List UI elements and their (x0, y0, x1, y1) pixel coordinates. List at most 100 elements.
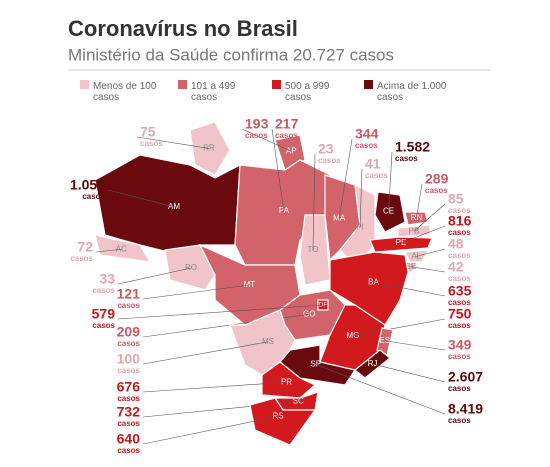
leader-line (338, 138, 353, 219)
legend-swatch (364, 80, 373, 89)
state-shape (229, 309, 296, 376)
state-shape (261, 361, 317, 399)
case-unit: casos (448, 416, 471, 425)
state-code: RO (185, 263, 197, 272)
case-unit: casos (448, 352, 471, 361)
title: Coronavírus no Brasil (68, 16, 298, 41)
case-count: 579 (92, 306, 116, 322)
case-unit: casos (448, 298, 471, 307)
case-count: 217 (275, 116, 299, 132)
case-unit: casos (365, 171, 388, 180)
case-unit: casos (92, 321, 115, 330)
case-unit: casos (448, 384, 471, 393)
leader-line (95, 248, 122, 253)
case-count: 640 (117, 431, 141, 447)
leader-line (373, 282, 446, 297)
state-code: ES (379, 336, 390, 345)
state-code: MT (244, 280, 256, 289)
leader-line (384, 340, 446, 351)
state-shape (404, 211, 429, 226)
case-unit: casos (395, 154, 418, 163)
legend-swatch (80, 80, 89, 89)
case-unit: casos (275, 131, 298, 140)
state-shape (299, 214, 331, 286)
state-code: AL (411, 252, 421, 261)
state-code: AM (168, 202, 180, 211)
case-unit: casos (448, 228, 471, 237)
case-unit: casos (117, 301, 140, 310)
legend-swatch (178, 80, 187, 89)
case-unit: casos (117, 394, 140, 403)
leader-line (107, 189, 175, 208)
leader-line (352, 318, 446, 337)
leader-line (315, 364, 446, 415)
case-count: 193 (245, 116, 269, 132)
case-count: 349 (448, 337, 472, 353)
case-count: 732 (117, 404, 141, 420)
case-count: 72 (77, 239, 93, 255)
case-unit: casos (70, 254, 93, 263)
case-count: 209 (117, 324, 141, 340)
legend-swatch (272, 80, 281, 89)
leader-line (416, 183, 423, 218)
legend-label: 101 a 499 casos (191, 81, 236, 103)
state-code: AP (286, 146, 297, 155)
case-count: 1.582 (395, 139, 430, 155)
state-code: MS (262, 337, 274, 346)
case-unit: casos (355, 141, 378, 150)
case-count: 100 (117, 351, 141, 367)
leader-line (142, 381, 287, 393)
leader-line (117, 304, 324, 320)
leader-line (416, 248, 446, 257)
case-unit: casos (117, 419, 140, 428)
state-code: RR (203, 144, 215, 153)
case-count: 750 (448, 306, 472, 322)
case-unit: casos (92, 286, 115, 295)
subtitle: Ministério da Saúde confirma 20.727 caso… (68, 45, 394, 64)
state-shape (329, 251, 409, 326)
case-unit: casos (82, 192, 105, 201)
case-count: 85 (448, 191, 464, 207)
legend-label: Acima de 1.000 casos (377, 81, 447, 103)
leader-line (241, 128, 292, 152)
leader-line (400, 225, 446, 244)
case-count: 2.607 (448, 369, 483, 385)
state-code: GO (303, 309, 315, 318)
state-code: SC (293, 397, 304, 406)
state-code: DF (319, 303, 327, 309)
leader-line (312, 153, 316, 251)
case-unit: casos (448, 274, 471, 283)
case-unit: casos (448, 321, 471, 330)
state-code: RJ (368, 359, 378, 368)
case-count: 635 (448, 283, 472, 299)
leader-line (271, 128, 285, 212)
state-shape (189, 121, 231, 176)
leader-line (142, 416, 279, 445)
case-count: 75 (140, 124, 156, 140)
leader-line (136, 136, 210, 149)
case-count: 121 (117, 286, 141, 302)
state-shape (164, 244, 216, 291)
case-unit: casos (245, 131, 268, 140)
case-count: 816 (448, 213, 472, 229)
leader-line (117, 267, 192, 285)
state-code: PE (396, 238, 407, 247)
state-shape (374, 191, 406, 233)
leader-line (142, 341, 269, 365)
leader-line (410, 266, 446, 273)
case-unit: casos (117, 366, 140, 375)
leader-line (359, 168, 363, 228)
state-code: PA (279, 206, 290, 215)
case-count: 1.050 (70, 177, 105, 193)
case-count: 8.419 (448, 401, 483, 417)
case-count: 23 (318, 141, 334, 157)
case-count: 289 (425, 171, 449, 187)
case-unit: casos (318, 156, 341, 165)
state-code: SP (310, 360, 321, 369)
case-count: 344 (355, 126, 379, 142)
case-unit: casos (448, 206, 471, 215)
case-unit: casos (448, 251, 471, 260)
case-count: 676 (117, 379, 141, 395)
